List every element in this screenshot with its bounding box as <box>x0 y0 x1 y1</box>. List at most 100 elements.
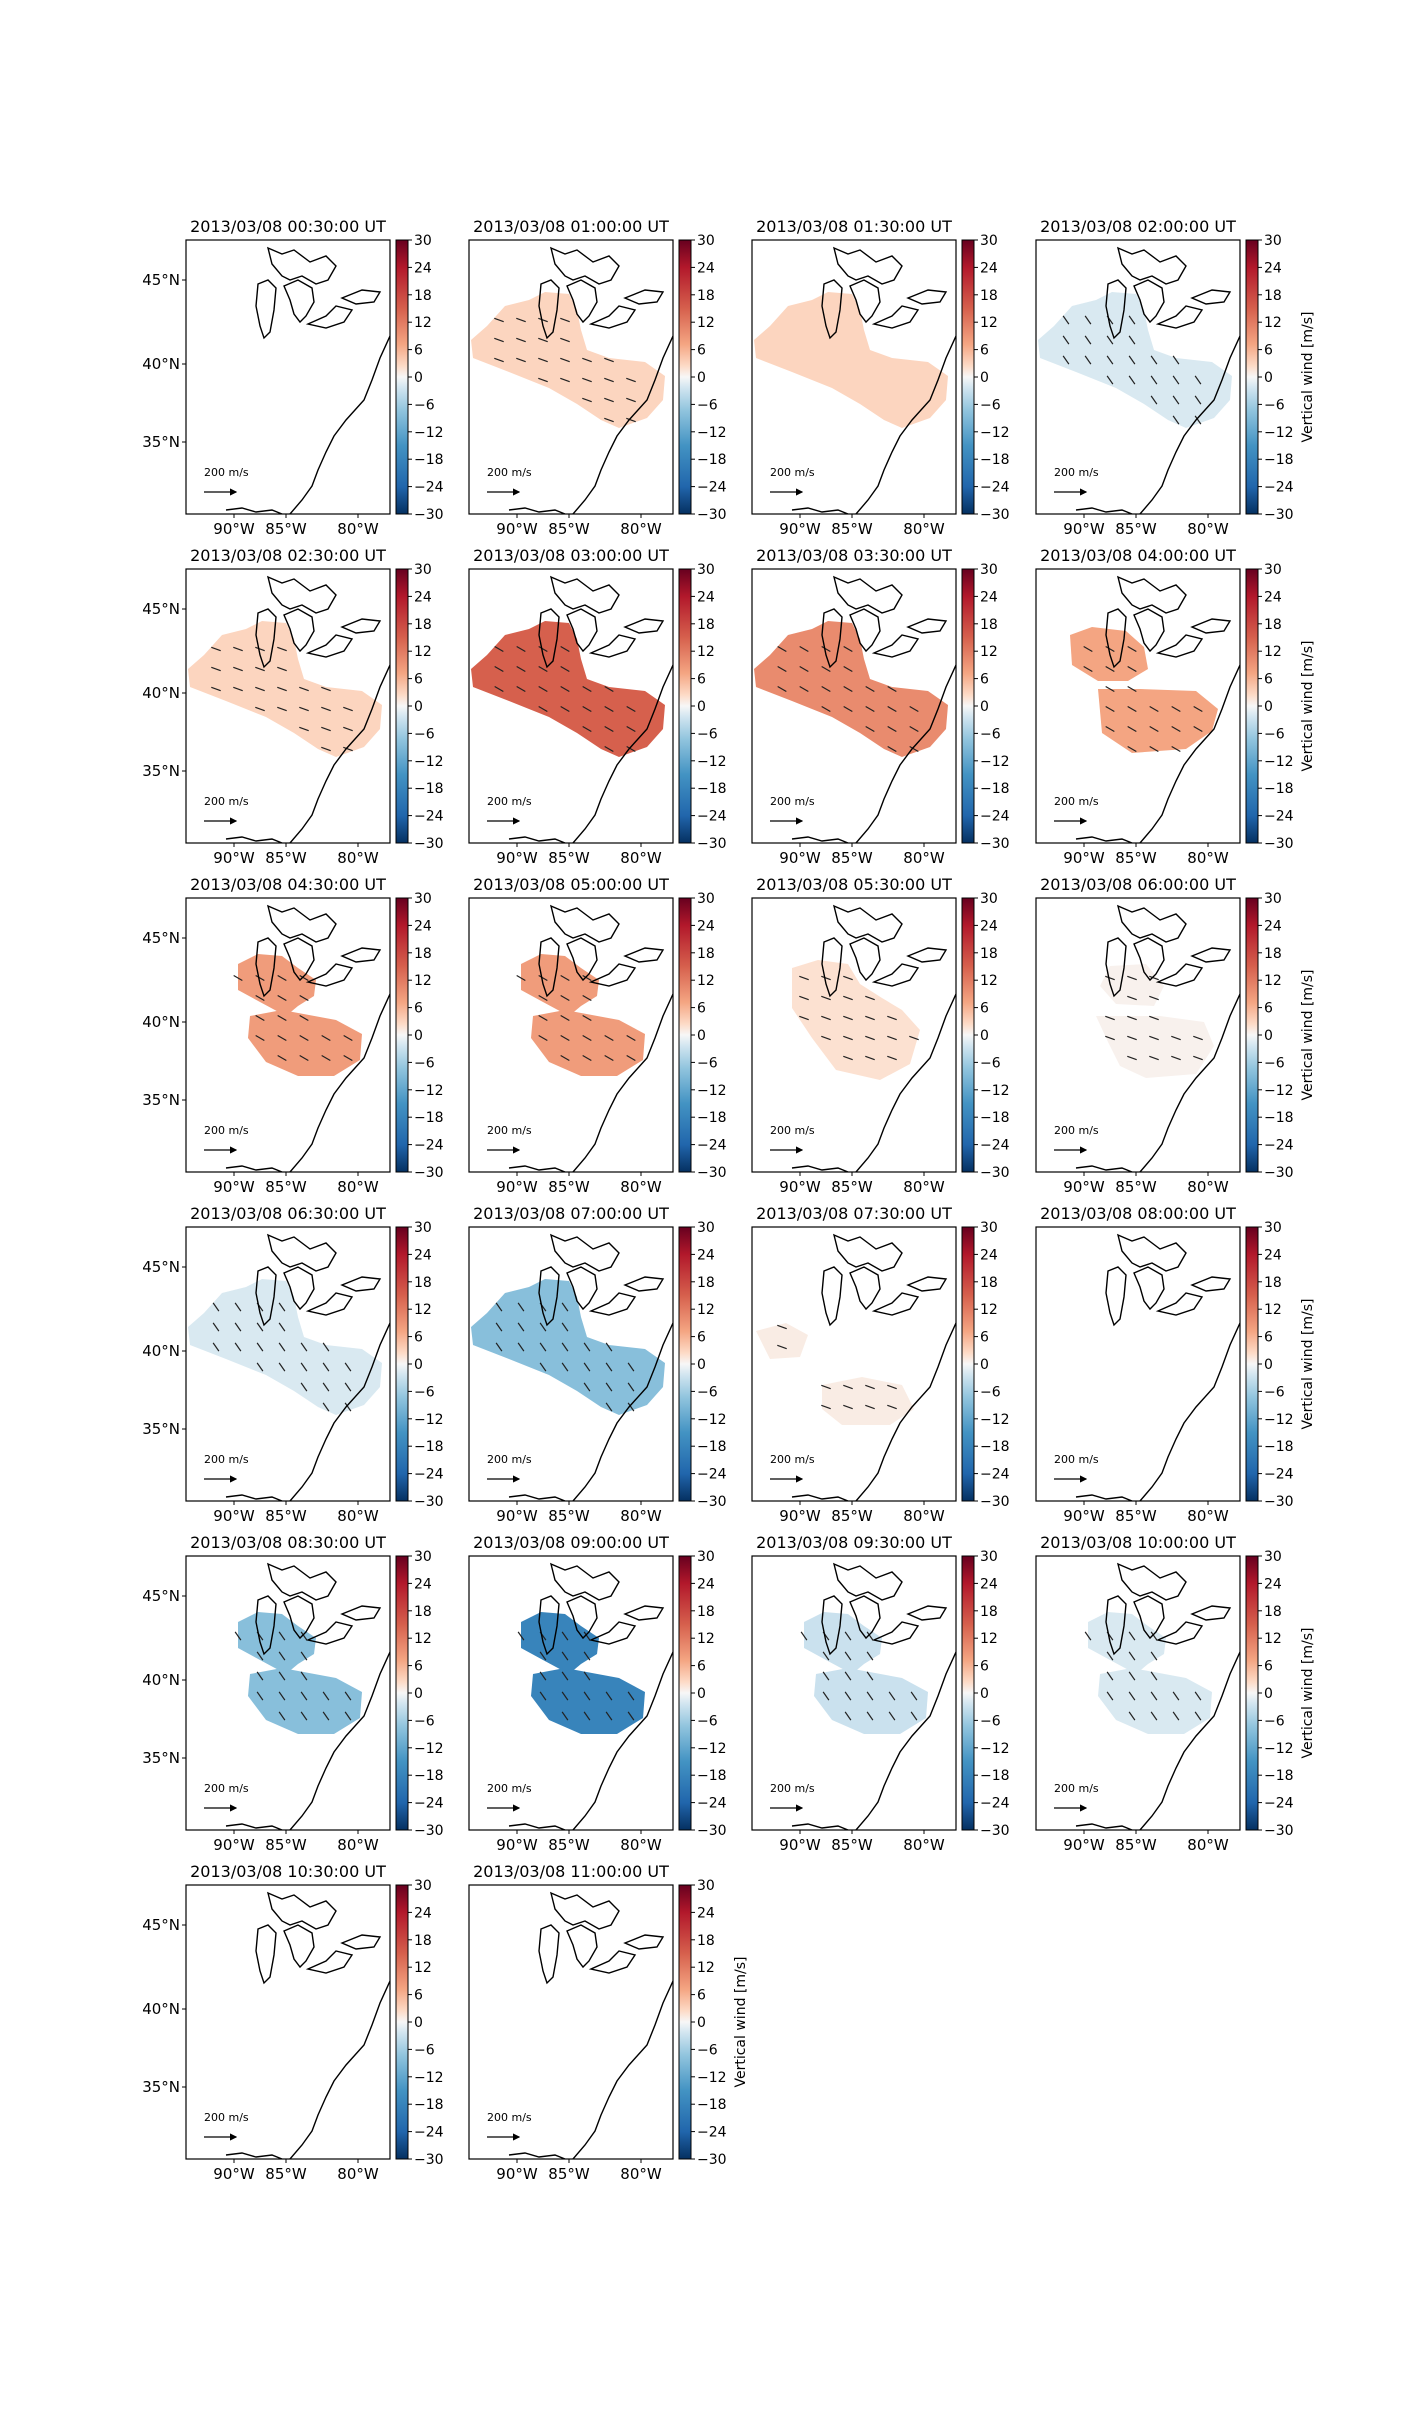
panel-title: 2013/03/08 08:30:00 UT <box>190 1533 386 1552</box>
wind-vector <box>799 645 809 653</box>
map-frame <box>185 568 391 844</box>
wind-vector <box>909 725 919 733</box>
colorbar-tick-label: −24 <box>980 1467 1010 1483</box>
colorbar-tick-label: 24 <box>1264 260 1282 276</box>
wind-region <box>792 960 920 1080</box>
wind-vector <box>1128 335 1136 345</box>
wind-vector <box>887 725 897 733</box>
wind-vector <box>799 685 809 693</box>
wind-vector <box>1171 725 1181 733</box>
map-panel: 2013/03/08 05:30:00 UT 200 m/s 90°W 85°W 80°… <box>751 875 1010 1196</box>
lon-tick-label: 85°W <box>831 1178 873 1196</box>
panel-title: 2013/03/08 02:30:00 UT <box>190 546 386 565</box>
colorbar-tick-label: −6 <box>697 1384 718 1400</box>
colorbar-tick-label: 30 <box>414 1878 432 1894</box>
wind-vector <box>1149 745 1159 753</box>
wind-vector <box>1127 705 1137 713</box>
wind-vector <box>821 685 831 693</box>
map-panel: 2013/03/08 04:00:00 UT 200 m/s 90°W 85°W 80°… <box>1035 546 1316 867</box>
wind-vector <box>299 1034 309 1042</box>
colorbar-tick-label: −24 <box>980 809 1010 825</box>
colorbar-tick-label: 18 <box>414 1604 432 1620</box>
wind-vector <box>277 1014 287 1022</box>
wind-vector <box>516 685 526 693</box>
wind-vector <box>343 1054 353 1062</box>
lon-tick-label: 85°W <box>548 1178 590 1196</box>
colorbar-tick-label: 0 <box>697 1028 706 1044</box>
colorbar-tick-label: −12 <box>414 425 444 441</box>
wind-vector <box>910 1691 918 1701</box>
colorbar-tick-label: −18 <box>414 781 444 797</box>
colorbar-tick-label: 0 <box>414 2015 423 2031</box>
colorbar-tick-label: −6 <box>1264 1713 1285 1729</box>
colorbar-tick-label: 0 <box>1264 370 1273 386</box>
lon-tick-label: 90°W <box>496 2165 538 2183</box>
lon-tick-label: 85°W <box>548 849 590 867</box>
lon-tick-label: 85°W <box>548 1507 590 1525</box>
wind-vector <box>604 685 614 693</box>
coastline <box>340 1276 382 1292</box>
reference-arrow-label: 200 m/s <box>1054 466 1099 479</box>
coastline <box>1190 1605 1232 1621</box>
colorbar-tick-label: −6 <box>1264 1055 1285 1071</box>
wind-vector <box>1150 1651 1158 1661</box>
colorbar-tick-label: −30 <box>980 1165 1010 1181</box>
colorbar-gradient <box>1245 568 1259 844</box>
reference-arrow-label: 200 m/s <box>204 2111 249 2124</box>
coastline <box>832 1233 903 1272</box>
colorbar-tick-label: 30 <box>980 891 998 907</box>
wind-vector <box>605 1382 613 1392</box>
wind-vector <box>843 1035 853 1041</box>
wind-vector <box>233 646 243 652</box>
colorbar-tick-label: −12 <box>414 2070 444 2086</box>
wind-vector <box>322 1711 330 1721</box>
colorbar-tick-label: 24 <box>1264 918 1282 934</box>
colorbar-tick-label: −6 <box>414 726 435 742</box>
wind-region <box>822 1377 914 1425</box>
wind-vector <box>582 1034 592 1042</box>
wind-vector <box>255 974 265 982</box>
colorbar-tick-label: 0 <box>980 1357 989 1373</box>
colorbar: 30 24 18 12 6 0 −6 −12 −18 −24 −30 Vertical wind [m… <box>1245 1549 1316 1839</box>
colorbar-tick-label: 12 <box>980 315 998 331</box>
wind-vector <box>843 995 853 1001</box>
lon-tick-label: 85°W <box>1115 849 1157 867</box>
coastline <box>283 1595 315 1640</box>
colorbar-tick-label: −24 <box>1264 809 1294 825</box>
colorbar-tick-label: −6 <box>1264 397 1285 413</box>
lon-tick-label: 90°W <box>779 1836 821 1854</box>
map-frame <box>185 897 391 1173</box>
colorbar-label: Vertical wind [m/s] <box>1300 1299 1316 1430</box>
wind-vector <box>1127 1035 1137 1041</box>
wind-vector <box>277 974 287 982</box>
lon-tick-label: 80°W <box>337 2165 379 2183</box>
coastline <box>849 608 881 653</box>
reference-arrow-label: 200 m/s <box>487 466 532 479</box>
wind-region <box>248 1010 362 1076</box>
colorbar-tick-label: 30 <box>414 1549 432 1565</box>
colorbar-label: Vertical wind [m/s] <box>1300 312 1316 443</box>
lon-tick-label: 90°W <box>779 520 821 538</box>
coastline <box>791 836 849 843</box>
wind-vector <box>1149 995 1159 1001</box>
colorbar-tick-label: −18 <box>697 2097 727 2113</box>
coastline <box>855 664 956 843</box>
lat-tick-label: 40°N <box>142 1671 180 1689</box>
colorbar-tick-label: 6 <box>980 672 989 688</box>
colorbar-tick-label: 12 <box>697 315 715 331</box>
coastline <box>855 1651 956 1830</box>
wind-vector <box>256 1691 264 1701</box>
coastline <box>849 937 881 982</box>
colorbar-tick-label: −24 <box>1264 1467 1294 1483</box>
wind-vector <box>605 1402 613 1412</box>
wind-vector <box>627 1362 635 1372</box>
colorbar-tick-label: −18 <box>697 1768 727 1784</box>
wind-vector <box>256 1671 264 1681</box>
wind-vector <box>300 1671 308 1681</box>
wind-region <box>814 1668 928 1734</box>
lon-tick-label: 90°W <box>1063 520 1105 538</box>
wind-vector <box>887 685 897 693</box>
colorbar-tick-label: 24 <box>980 260 998 276</box>
wind-vector <box>777 1324 787 1330</box>
lat-tick-label: 45°N <box>142 271 180 289</box>
